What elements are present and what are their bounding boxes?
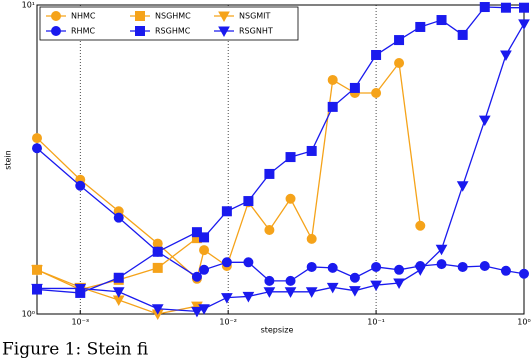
x-tick-label: 10⁰ bbox=[517, 318, 530, 327]
marker bbox=[199, 232, 210, 243]
marker bbox=[284, 287, 297, 298]
legend-label: RSGNHT bbox=[239, 27, 273, 36]
marker bbox=[191, 306, 203, 318]
marker bbox=[500, 2, 511, 13]
marker bbox=[394, 58, 405, 69]
marker bbox=[264, 168, 275, 179]
marker bbox=[221, 293, 233, 304]
y-axis-label: stein bbox=[4, 150, 13, 170]
marker bbox=[479, 2, 490, 13]
marker bbox=[113, 212, 124, 223]
marker bbox=[500, 265, 511, 276]
marker bbox=[456, 181, 469, 192]
marker bbox=[152, 238, 163, 249]
marker bbox=[349, 286, 361, 297]
series-line bbox=[36, 61, 421, 280]
marker bbox=[435, 244, 448, 256]
marker bbox=[327, 101, 338, 112]
marker bbox=[349, 82, 360, 93]
legend-marker bbox=[51, 11, 61, 21]
legend-label: RHMC bbox=[71, 27, 95, 36]
marker bbox=[306, 145, 317, 156]
marker bbox=[152, 262, 163, 273]
marker bbox=[151, 304, 164, 315]
legend-marker bbox=[51, 26, 61, 36]
series-line bbox=[36, 6, 524, 294]
marker bbox=[393, 278, 405, 290]
marker bbox=[243, 196, 254, 207]
marker bbox=[306, 261, 317, 272]
marker bbox=[263, 287, 276, 298]
marker bbox=[74, 283, 87, 295]
marker bbox=[371, 261, 382, 272]
marker bbox=[349, 272, 360, 283]
marker bbox=[305, 287, 318, 298]
marker bbox=[436, 259, 447, 270]
marker bbox=[519, 268, 529, 279]
marker bbox=[31, 265, 43, 276]
marker bbox=[519, 2, 529, 13]
marker bbox=[371, 88, 382, 99]
x-axis-label: stepsize bbox=[261, 326, 294, 335]
marker bbox=[242, 291, 255, 303]
marker bbox=[199, 245, 210, 256]
legend-label: NSGMIT bbox=[239, 12, 271, 21]
legend-label: NHMC bbox=[71, 12, 96, 21]
x-tick-label: 10⁻² bbox=[219, 318, 237, 327]
marker bbox=[306, 233, 317, 244]
marker bbox=[327, 262, 338, 273]
marker bbox=[191, 271, 202, 282]
caption: Figure 1: Stein fi bbox=[2, 340, 148, 358]
marker bbox=[500, 50, 512, 62]
series-line bbox=[37, 23, 525, 313]
x-tick-label: 10⁻³ bbox=[71, 318, 89, 327]
marker bbox=[326, 282, 339, 294]
legend-marker bbox=[218, 26, 230, 38]
marker bbox=[415, 21, 426, 32]
marker bbox=[394, 264, 405, 275]
marker bbox=[457, 261, 468, 272]
legend-marker bbox=[135, 11, 145, 21]
marker bbox=[112, 287, 125, 298]
legend-marker bbox=[135, 26, 145, 36]
marker bbox=[327, 74, 338, 85]
marker bbox=[32, 143, 42, 154]
marker bbox=[394, 35, 405, 46]
marker bbox=[152, 246, 163, 257]
marker bbox=[243, 257, 254, 268]
marker bbox=[221, 206, 232, 217]
marker bbox=[285, 152, 296, 163]
marker bbox=[457, 29, 468, 40]
legend-label: NSGHMC bbox=[155, 12, 191, 21]
marker bbox=[221, 257, 232, 268]
legend-label: RSGHMC bbox=[155, 27, 191, 36]
marker bbox=[75, 180, 86, 191]
marker bbox=[264, 275, 275, 286]
marker bbox=[479, 261, 490, 272]
marker bbox=[285, 275, 296, 286]
marker bbox=[414, 265, 427, 276]
marker bbox=[370, 280, 382, 292]
marker bbox=[31, 283, 43, 295]
legend-box bbox=[39, 6, 299, 41]
marker bbox=[371, 49, 382, 60]
y-tick-label: 10⁰ bbox=[22, 310, 35, 319]
marker bbox=[191, 227, 202, 238]
plot-area bbox=[36, 4, 525, 315]
marker bbox=[198, 304, 210, 315]
marker bbox=[264, 225, 275, 236]
marker bbox=[518, 19, 530, 30]
marker bbox=[199, 264, 210, 275]
marker bbox=[436, 15, 447, 26]
x-tick-label: 10⁻¹ bbox=[367, 318, 385, 327]
marker bbox=[32, 133, 42, 144]
marker bbox=[113, 272, 124, 283]
marker bbox=[285, 193, 296, 204]
marker bbox=[478, 115, 491, 127]
legend-marker bbox=[218, 11, 230, 23]
y-tick-label: 10¹ bbox=[22, 1, 35, 10]
marker bbox=[415, 220, 426, 231]
